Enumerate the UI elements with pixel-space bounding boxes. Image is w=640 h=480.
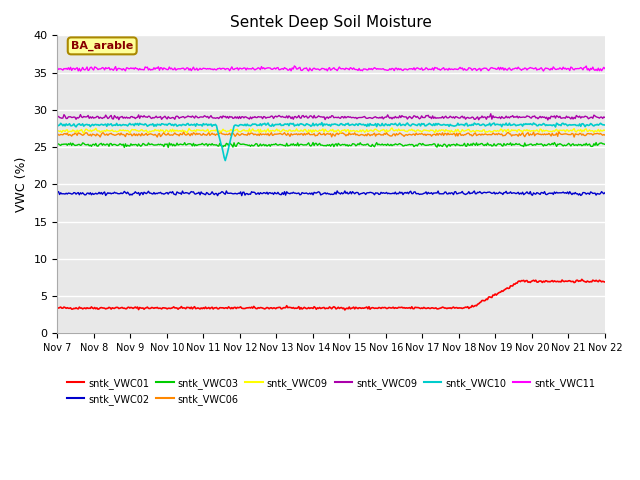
- Text: BA_arable: BA_arable: [71, 41, 133, 51]
- Title: Sentek Deep Soil Moisture: Sentek Deep Soil Moisture: [230, 15, 432, 30]
- Legend: sntk_VWC01, sntk_VWC02, sntk_VWC03, sntk_VWC06, sntk_VWC09, sntk_VWC09, sntk_VWC: sntk_VWC01, sntk_VWC02, sntk_VWC03, sntk…: [63, 374, 599, 408]
- Y-axis label: VWC (%): VWC (%): [15, 156, 28, 212]
